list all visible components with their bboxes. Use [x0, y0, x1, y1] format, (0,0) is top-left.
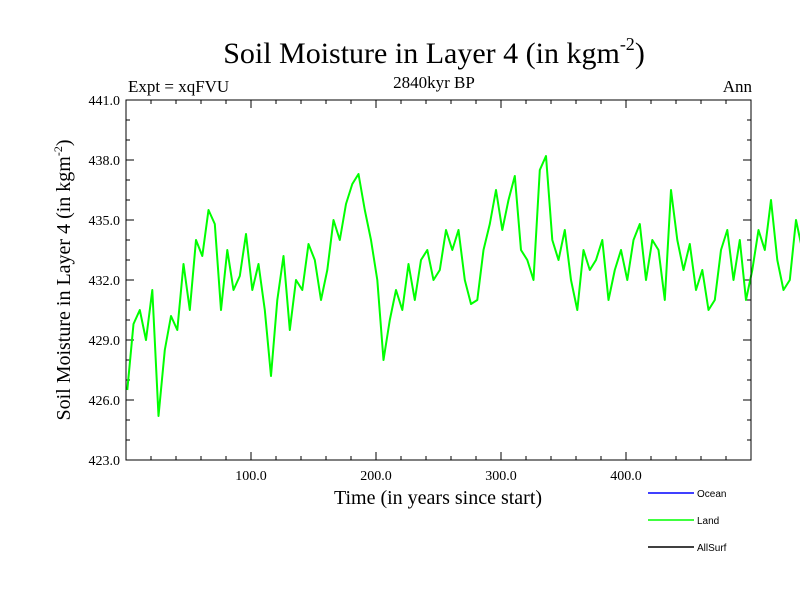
y-tick-label: 435.0: [89, 214, 121, 229]
legend-label: Ocean: [697, 489, 726, 500]
legend-label: AllSurf: [697, 543, 727, 554]
y-tick-label: 423.0: [89, 454, 121, 469]
x-tick-label: 100.0: [235, 469, 267, 484]
y-tick-label: 432.0: [89, 274, 121, 289]
x-axis-label: Time (in years since start): [334, 487, 542, 509]
y-axis-ticks: 423.0 426.0 429.0 432.0 435.0 438.0 441.0: [89, 94, 751, 469]
x-tick-label: 400.0: [610, 469, 642, 484]
chart-title: Soil Moisture in Layer 4 (in kgm-2): [223, 34, 645, 70]
x-tick-label: 200.0: [360, 469, 392, 484]
x-axis-ticks: 100.0 200.0 300.0 400.0: [150, 100, 727, 484]
y-tick-label: 429.0: [89, 334, 121, 349]
y-tick-label: 426.0: [89, 394, 121, 409]
legend: Ocean Land AllSurf: [648, 489, 727, 554]
experiment-label: Expt = xqFVU: [128, 77, 229, 96]
y-tick-label: 441.0: [89, 94, 121, 109]
x-tick-label: 300.0: [485, 469, 517, 484]
y-axis-label: Soil Moisture in Layer 4 (in kgm-2): [51, 139, 75, 420]
season-label: Ann: [723, 77, 753, 96]
y-tick-label: 438.0: [89, 154, 121, 169]
legend-label: Land: [697, 516, 719, 527]
plot-frame: [125, 99, 752, 461]
series-line-land: [126, 155, 800, 417]
chart-subtitle: 2840kyr BP: [393, 73, 475, 92]
